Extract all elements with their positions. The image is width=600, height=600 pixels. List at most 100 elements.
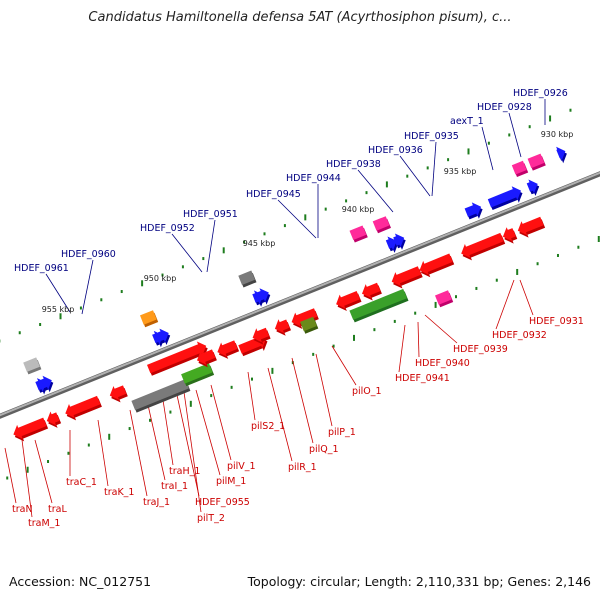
feature-arrow[interactable]: [46, 411, 60, 426]
gene-label-reverse[interactable]: pilM_1: [216, 476, 246, 487]
feature-arrow[interactable]: [336, 291, 360, 309]
gene-label-forward[interactable]: HDEF_0961: [14, 263, 69, 274]
gene-label-reverse[interactable]: pilS2_1: [251, 421, 285, 432]
gene-label-reverse[interactable]: pilT_2: [197, 513, 225, 524]
scale-labels: 955 kbp 950 kbp 945 kbp 940 kbp 935 kbp 930 k…: [42, 130, 574, 314]
accession-text: Accession: NC_012751: [9, 574, 152, 589]
label-connector: [195, 389, 221, 476]
label-connector: [417, 321, 420, 358]
label-connector: [495, 279, 515, 330]
feature-arrow[interactable]: [65, 395, 101, 418]
label-connector: [21, 439, 33, 518]
feature-arrow[interactable]: [274, 319, 290, 334]
feature-arrow[interactable]: [435, 290, 452, 305]
gene-label-forward[interactable]: HDEF_0935: [404, 131, 459, 142]
feature-arrow[interactable]: [349, 225, 367, 241]
gene-label-forward[interactable]: HDEF_0926: [513, 88, 568, 99]
feature-arrow[interactable]: [257, 288, 269, 303]
feature-arrows: [13, 146, 567, 442]
gene-label-reverse[interactable]: pilQ_1: [309, 444, 339, 455]
label-connector: [267, 367, 293, 462]
feature-arrow[interactable]: [181, 363, 213, 384]
gene-label-reverse[interactable]: traL: [48, 504, 67, 515]
gene-label-forward[interactable]: HDEF_0951: [183, 209, 238, 220]
feature-arrow[interactable]: [502, 227, 516, 242]
gene-label-reverse[interactable]: traJ_1: [143, 497, 170, 508]
gene-label-forward[interactable]: HDEF_0938: [326, 159, 381, 170]
gene-label-reverse[interactable]: HDEF_0941: [395, 373, 450, 384]
label-connector: [481, 126, 494, 171]
scale-label: 955 kbp: [42, 305, 75, 314]
feature-arrow[interactable]: [13, 417, 47, 439]
feature-arrow[interactable]: [23, 357, 40, 372]
gene-label-forward[interactable]: HDEF_0960: [61, 249, 116, 260]
gene-label-reverse[interactable]: traN: [12, 504, 33, 515]
genome-summary-text: Topology: circular; Length: 2,110,331 bp…: [247, 574, 591, 589]
feature-arrow[interactable]: [238, 270, 255, 286]
gene-label-forward[interactable]: HDEF_0952: [140, 223, 195, 234]
feature-arrow[interactable]: [40, 375, 52, 390]
feature-arrow[interactable]: [419, 253, 453, 275]
gene-label-reverse[interactable]: pilP_1: [328, 427, 356, 438]
label-connector: [45, 273, 71, 313]
scale-label: 945 kbp: [243, 239, 276, 248]
label-connector: [431, 141, 437, 197]
feature-arrow[interactable]: [372, 216, 390, 231]
gene-label-reverse[interactable]: HDEF_0939: [453, 344, 508, 355]
feature-arrow[interactable]: [517, 216, 544, 236]
gene-label-reverse[interactable]: traI_1: [161, 481, 188, 492]
feature-arrow[interactable]: [300, 316, 317, 332]
feature-arrow[interactable]: [487, 186, 521, 208]
label-connector: [183, 391, 202, 513]
gene-label-reverse[interactable]: HDEF_0932: [492, 330, 547, 341]
gene-label-reverse[interactable]: traM_1: [28, 518, 60, 529]
feature-arrow[interactable]: [349, 288, 407, 320]
gene-label-reverse[interactable]: pilR_1: [288, 462, 317, 473]
feature-arrow[interactable]: [217, 340, 238, 357]
feature-arrow[interactable]: [362, 282, 381, 298]
gene-label-forward[interactable]: HDEF_0944: [286, 173, 341, 184]
gene-label-forward[interactable]: HDEF_0945: [246, 189, 301, 200]
gene-label-reverse[interactable]: HDEF_0955: [195, 497, 250, 508]
feature-arrow[interactable]: [291, 308, 318, 327]
label-connector: [34, 439, 53, 504]
gene-label-forward[interactable]: HDEF_0928: [477, 102, 532, 113]
feature-arrow[interactable]: [252, 327, 270, 343]
label-connector: [398, 324, 406, 373]
label-connector: [171, 233, 203, 273]
label-connector: [519, 279, 534, 316]
feature-arrow[interactable]: [157, 328, 169, 343]
label-connector: [315, 353, 333, 427]
gene-label-reverse[interactable]: traC_1: [66, 477, 97, 488]
feature-arrow[interactable]: [109, 385, 127, 400]
scale-label: 930 kbp: [541, 130, 574, 139]
gene-label-reverse[interactable]: traH_1: [169, 466, 200, 477]
feature-arrow[interactable]: [461, 232, 504, 258]
gene-label-reverse[interactable]: HDEF_0931: [529, 316, 584, 327]
label-connector: [206, 219, 216, 273]
feature-arrow[interactable]: [197, 349, 216, 365]
gene-label-reverse[interactable]: traK_1: [104, 487, 134, 498]
label-connector: [162, 399, 174, 466]
gene-label-reverse[interactable]: HDEF_0940: [415, 358, 470, 369]
gene-label-reverse[interactable]: pilO_1: [352, 386, 382, 397]
feature-arrow[interactable]: [131, 379, 189, 411]
feature-arrow[interactable]: [140, 310, 157, 325]
gene-label-forward[interactable]: aexT_1: [450, 116, 484, 127]
gene-label-forward[interactable]: HDEF_0936: [368, 145, 423, 156]
feature-arrow[interactable]: [393, 233, 405, 248]
feature-arrow[interactable]: [391, 266, 422, 286]
feature-arrow[interactable]: [511, 160, 527, 175]
feature-arrow[interactable]: [385, 236, 397, 251]
feature-arrow[interactable]: [556, 146, 566, 161]
feature-arrow[interactable]: [464, 202, 482, 217]
label-connector: [291, 357, 314, 444]
label-connector: [399, 155, 431, 197]
feature-arrow[interactable]: [527, 153, 545, 169]
feature-arrow[interactable]: [147, 341, 207, 374]
feature-arrow[interactable]: [526, 179, 538, 194]
label-connector: [277, 199, 317, 239]
gene-label-reverse[interactable]: pilV_1: [227, 461, 256, 472]
label-connector: [81, 259, 94, 315]
